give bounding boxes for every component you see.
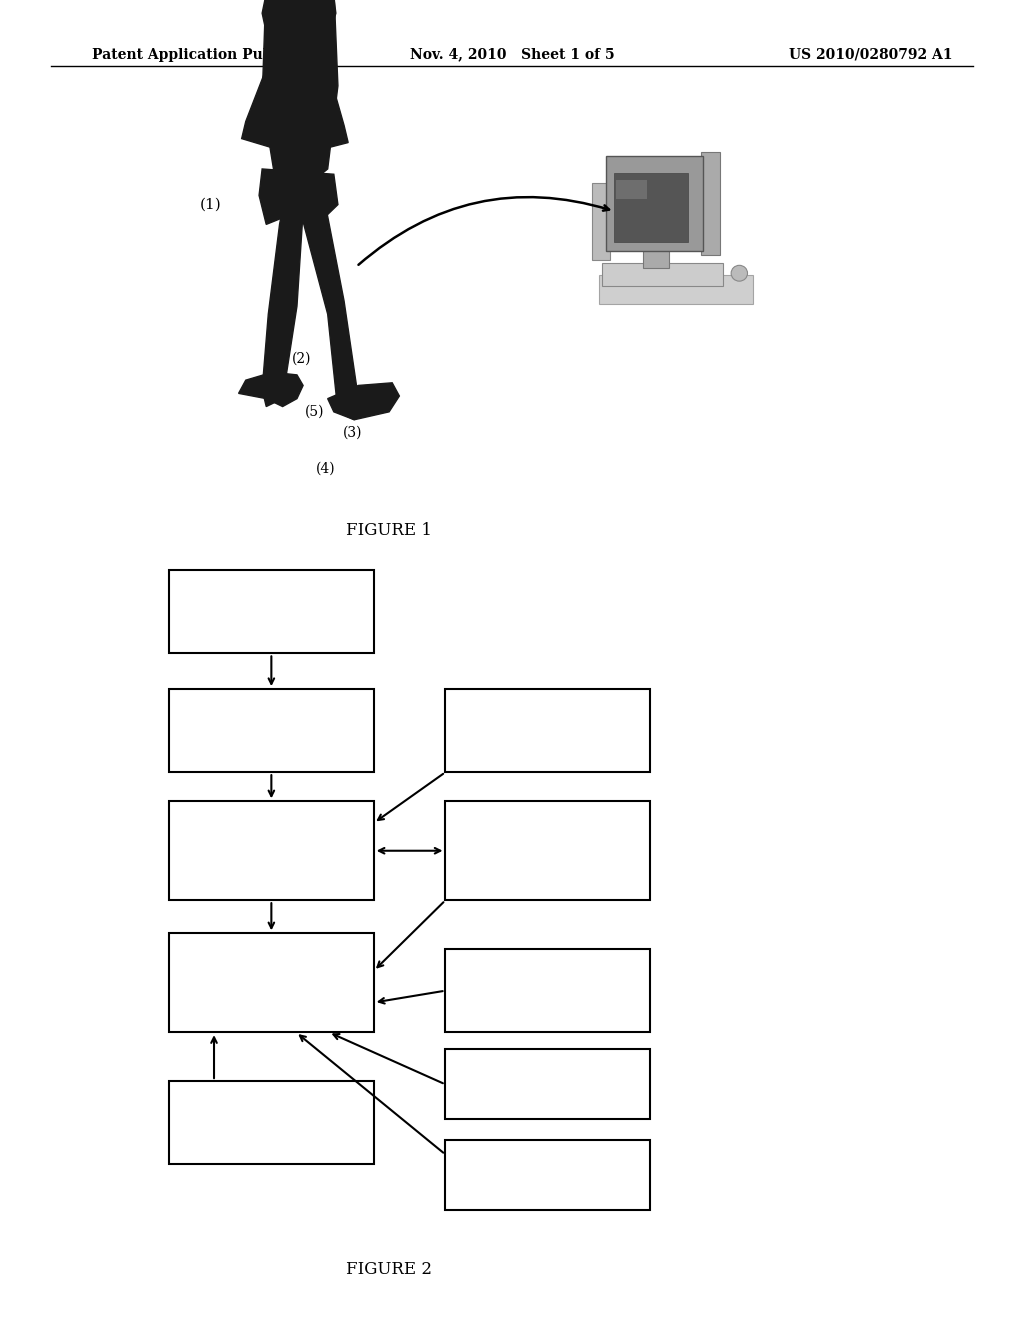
Text: FIGURE 2: FIGURE 2 <box>346 1262 432 1278</box>
Bar <box>445 1140 650 1210</box>
Text: (7): (7) <box>260 605 283 619</box>
Polygon shape <box>262 209 303 407</box>
Polygon shape <box>262 0 338 191</box>
Text: US 2010/0280792 A1: US 2010/0280792 A1 <box>788 48 952 62</box>
Text: (6): (6) <box>609 157 631 170</box>
Polygon shape <box>239 372 303 407</box>
Polygon shape <box>300 195 358 420</box>
Bar <box>445 949 650 1032</box>
Polygon shape <box>328 383 399 420</box>
Bar <box>445 689 650 772</box>
Text: (10): (10) <box>256 843 287 858</box>
Text: (13): (13) <box>256 975 287 990</box>
Bar <box>169 1081 374 1164</box>
FancyBboxPatch shape <box>592 183 610 260</box>
Ellipse shape <box>731 265 748 281</box>
Text: (5): (5) <box>305 405 325 418</box>
FancyBboxPatch shape <box>606 156 703 251</box>
Text: (1): (1) <box>200 198 221 211</box>
FancyBboxPatch shape <box>616 180 647 199</box>
Text: FIGURE 1: FIGURE 1 <box>346 523 432 539</box>
Text: (16): (16) <box>256 1115 287 1130</box>
Text: Nov. 4, 2010   Sheet 1 of 5: Nov. 4, 2010 Sheet 1 of 5 <box>410 48 614 62</box>
Text: (11): (11) <box>532 843 563 858</box>
FancyBboxPatch shape <box>614 173 688 242</box>
Text: (4): (4) <box>315 462 335 475</box>
Bar <box>445 801 650 900</box>
Bar <box>169 933 374 1032</box>
FancyBboxPatch shape <box>701 152 720 255</box>
Bar <box>169 570 374 653</box>
Text: (15): (15) <box>532 1168 563 1183</box>
Text: (14): (14) <box>532 1077 563 1092</box>
Text: (3): (3) <box>343 426 362 440</box>
Text: (2): (2) <box>292 352 311 366</box>
Text: Patent Application Publication: Patent Application Publication <box>92 48 332 62</box>
Bar <box>169 801 374 900</box>
Polygon shape <box>242 0 336 148</box>
Polygon shape <box>259 169 338 224</box>
Bar <box>169 689 374 772</box>
FancyBboxPatch shape <box>602 263 723 286</box>
Bar <box>445 1049 650 1119</box>
Text: (12): (12) <box>532 983 563 998</box>
FancyBboxPatch shape <box>643 248 669 268</box>
Polygon shape <box>262 0 348 150</box>
Text: (9): (9) <box>537 723 559 738</box>
FancyBboxPatch shape <box>599 275 753 304</box>
Text: (8): (8) <box>260 723 283 738</box>
